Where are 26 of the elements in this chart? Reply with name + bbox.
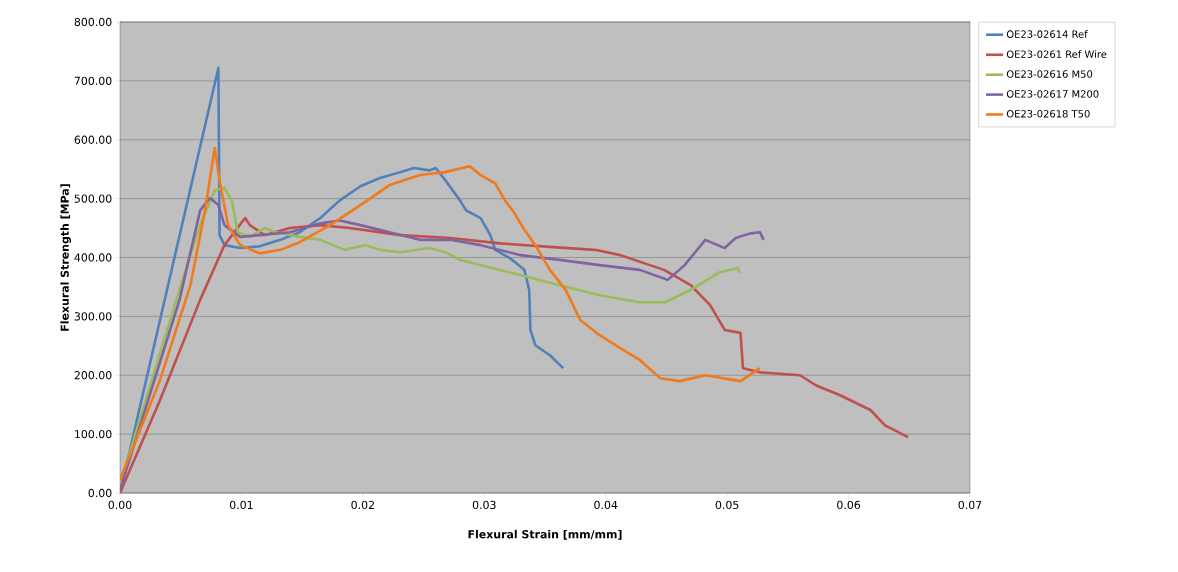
x-tick-label: 0.03 [472,500,496,510]
x-tick-label: 0.01 [229,500,253,510]
legend-label: OE23-02618 T50 [1006,110,1090,118]
x-tick-label: 0.07 [958,500,982,510]
y-tick-label: 600.00 [74,135,112,144]
y-tick-label: 500.00 [74,194,112,203]
legend-label: OE23-02617 M200 [1006,90,1099,98]
line-series [120,146,762,482]
x-axis-title: Flexural Strain [mm/mm] [468,529,622,540]
x-tick-label: 0.02 [351,500,374,510]
y-tick-label: 0.00 [88,488,112,498]
y-tick-label: 300.00 [74,312,112,321]
y-tick-label: 400.00 [74,253,112,262]
x-tick-label: 0.06 [837,500,861,510]
y-tick-label: 800.00 [74,17,112,27]
line-series [120,216,910,493]
x-tick-label: 0.05 [715,500,739,510]
y-tick-label: 700.00 [74,76,112,86]
x-tick-label: 0.04 [594,500,618,510]
y-tick-label: 100.00 [75,429,112,439]
legend-label: OE23-0261 Ref Wire [1006,50,1107,58]
legend-label: OE23-02614 Ref [1006,30,1088,38]
legend-label: OE23-02616 M50 [1006,70,1093,78]
y-tick-label: 200.00 [74,371,112,380]
y-axis-title: Flexural Strength [MPa] [60,184,72,331]
x-tick-label: 0.00 [108,500,132,510]
